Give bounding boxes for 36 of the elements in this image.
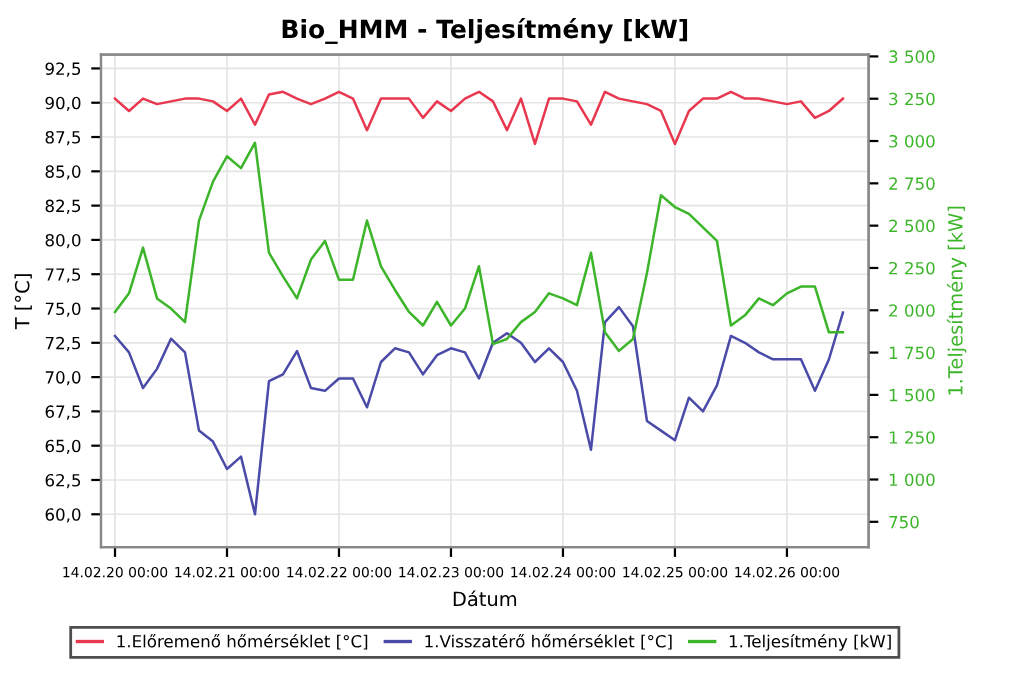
legend-label: 1.Teljesítmény [kW] [729, 634, 891, 651]
legend-label: 1.Előremenő hőmérséklet [°C] [117, 634, 368, 650]
y-axis-title: T [°C] [14, 274, 32, 330]
y2-tick-label: 2 750 [889, 177, 935, 190]
y2-tick-label: 1 000 [889, 473, 935, 487]
y-tick-label: 62,5 [45, 473, 81, 489]
y2-tick-label: 2 000 [889, 304, 935, 317]
y2-tick-label: 1 250 [889, 431, 935, 444]
y-tick-label: 85,0 [45, 165, 81, 180]
legend-label: 1.Visszatérő hőmérséklet [°C] [425, 634, 672, 650]
line-series [113, 90, 845, 146]
y-tick-label: 65,0 [45, 439, 81, 454]
y-tick-label: 60,0 [45, 508, 81, 523]
chart-title: Bio_HMM - Teljesítmény [kW] [282, 18, 688, 44]
y-tick-label: 87,5 [45, 130, 81, 146]
y-tick-label: 70,0 [45, 371, 81, 386]
y2-tick-label: 1 500 [889, 388, 935, 402]
line-series [113, 305, 845, 516]
y2-tick-label: 2 500 [889, 219, 935, 233]
y-tick-label: 82,5 [45, 199, 81, 214]
y2-tick-label: 2 250 [889, 261, 935, 275]
y-tick-label: 80,0 [45, 233, 81, 249]
y-tick-label: 77,5 [45, 268, 81, 283]
y-tick-label: 90,0 [45, 96, 81, 111]
y2-tick-label: 1 750 [889, 346, 935, 360]
y2-tick-label: 3 500 [889, 50, 935, 63]
y2-axis-title: 1.Teljesítmény [kW] [946, 206, 967, 395]
y-tick-label: 75,0 [45, 302, 81, 317]
y-tick-label: 72,5 [45, 336, 81, 352]
y2-tick-label: 3 250 [889, 92, 935, 106]
y2-tick-label: 3 000 [889, 134, 935, 148]
x-axis-title: Dátum [453, 590, 517, 607]
y2-tick-label: 750 [889, 515, 919, 529]
y-tick-label: 67,5 [45, 405, 81, 420]
y-tick-label: 92,5 [45, 62, 81, 77]
line-series [113, 141, 845, 353]
